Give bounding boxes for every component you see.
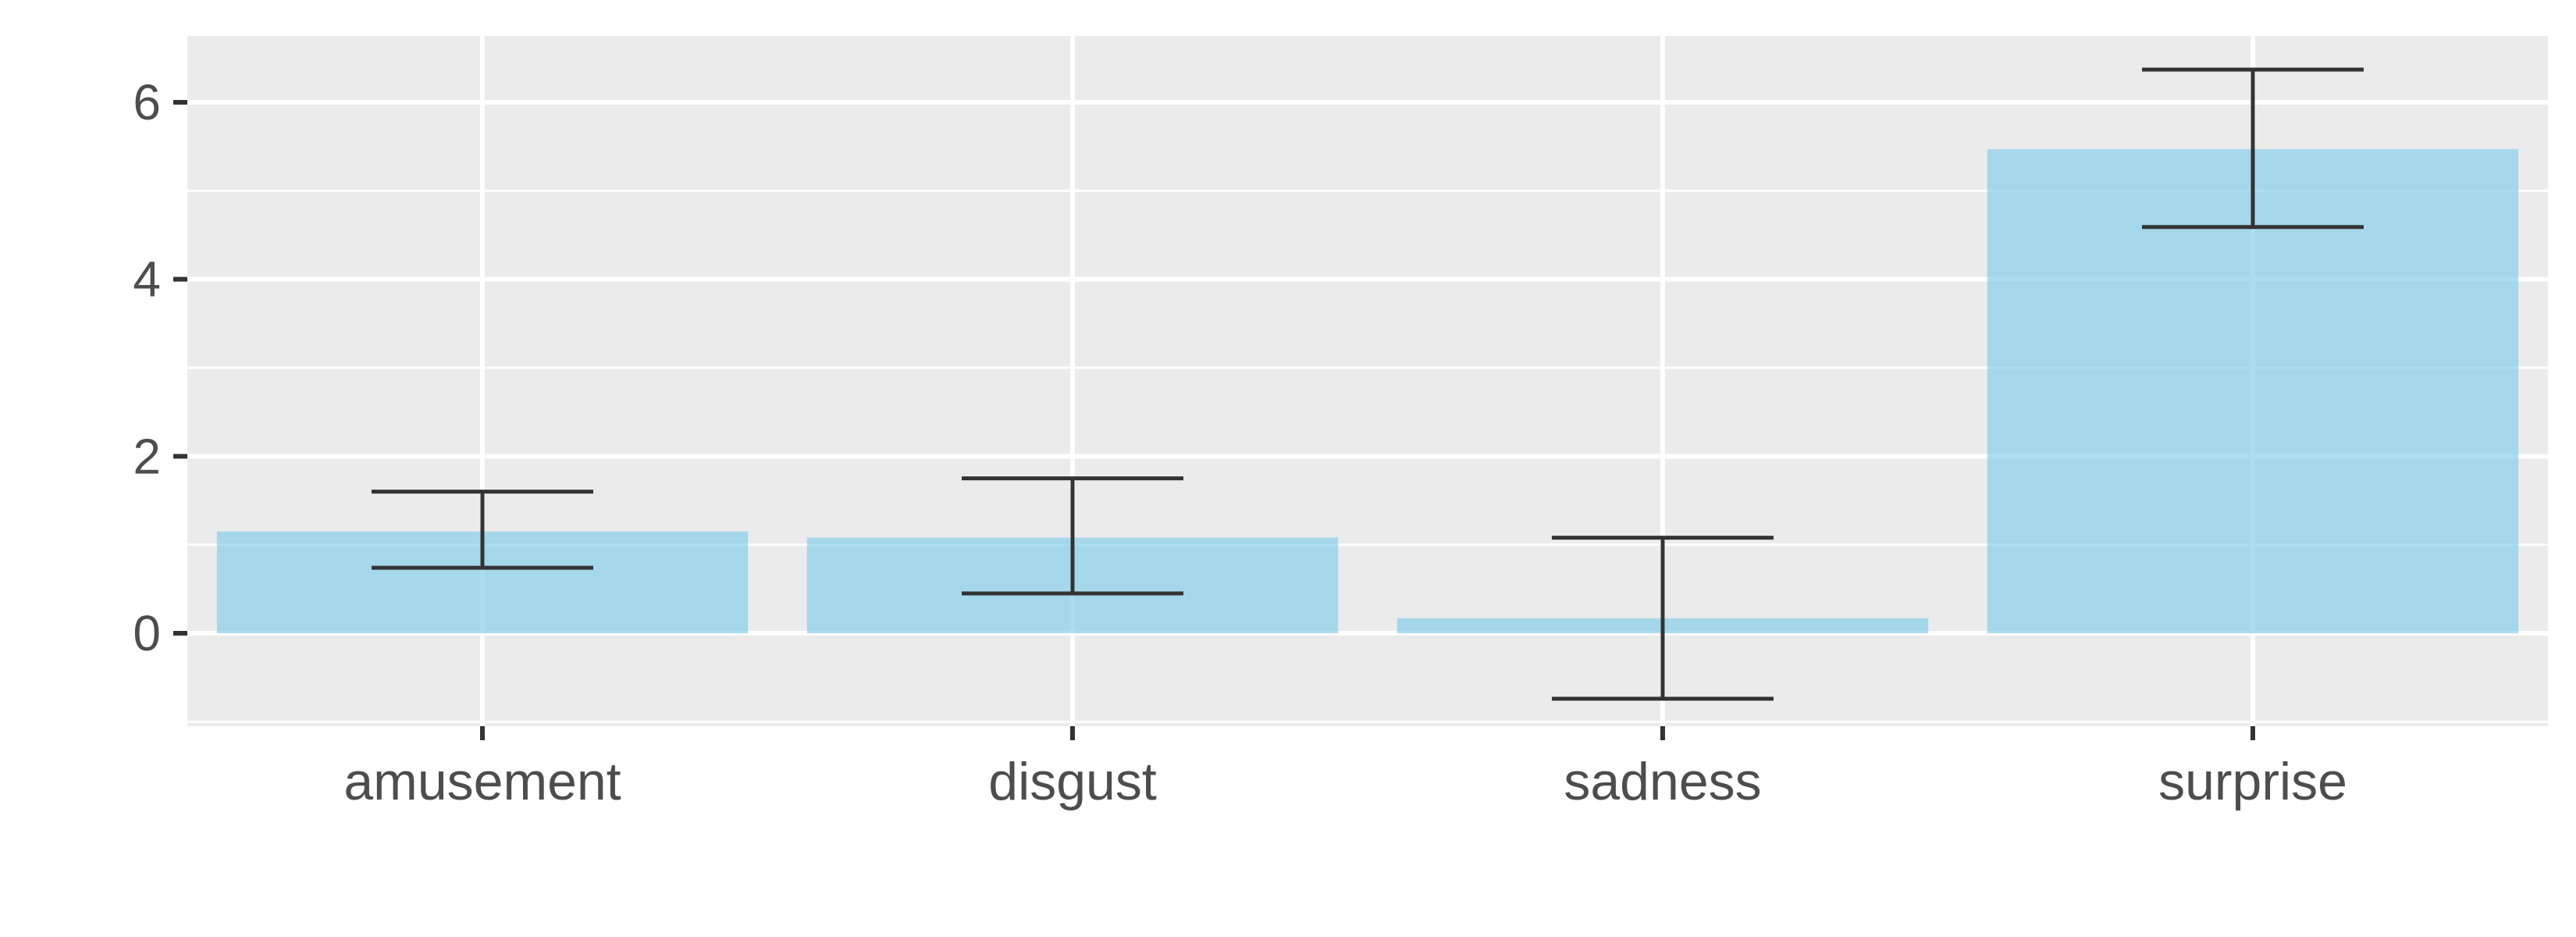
errorbar-amusement <box>372 490 593 570</box>
bars-group <box>216 149 2519 634</box>
y-tick-label: 2 <box>133 428 161 484</box>
x-tick-label-sadness: sadness <box>1564 752 1761 811</box>
y-tick-label: 6 <box>133 74 161 130</box>
bar-surprise <box>1987 149 2519 634</box>
y-axis: 0 2 4 6 <box>133 74 187 661</box>
y-tick-label: 0 <box>133 605 161 661</box>
errorbar-sadness <box>1552 536 1774 701</box>
x-tick-label-disgust: disgust <box>988 752 1157 811</box>
errorbar-surprise <box>2142 67 2364 230</box>
x-tick-label-surprise: surprise <box>2158 752 2347 811</box>
x-tick-label-amusement: amusement <box>343 752 621 811</box>
errorbar-disgust <box>962 476 1183 596</box>
errorbars-group <box>372 67 2364 701</box>
x-axis: amusement disgust sadness surprise <box>343 726 2347 811</box>
y-tick-label: 4 <box>133 251 161 308</box>
